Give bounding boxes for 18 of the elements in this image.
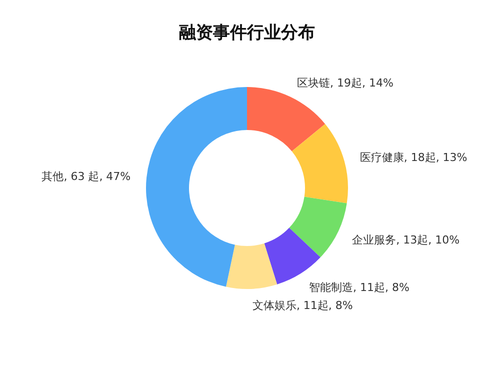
- donut-slice: [247, 87, 326, 152]
- donut-slice: [146, 87, 247, 287]
- data-label: , 13起, 10%: [396, 233, 460, 246]
- chart-title: 融资事件行业分布: [179, 23, 315, 43]
- data-label: , 18起, 13%: [404, 151, 468, 164]
- data-label: , 63 起, 47%: [64, 170, 131, 183]
- data-label: , 11起, 8%: [353, 281, 410, 294]
- slice-label: 文体娱乐: [252, 298, 296, 312]
- slice-label: 区块链: [297, 76, 330, 90]
- data-label: , 19起, 14%: [330, 76, 394, 90]
- slice-label: 智能制造: [309, 281, 353, 294]
- donut-slice: [289, 196, 347, 258]
- data-label: , 11起, 8%: [296, 298, 353, 312]
- donut-slice: [292, 124, 348, 204]
- slice-label: 医疗健康: [360, 151, 404, 164]
- slice-label: 企业服务: [352, 233, 396, 246]
- slice-label: 其他: [42, 170, 64, 183]
- donut-slice: [226, 243, 278, 289]
